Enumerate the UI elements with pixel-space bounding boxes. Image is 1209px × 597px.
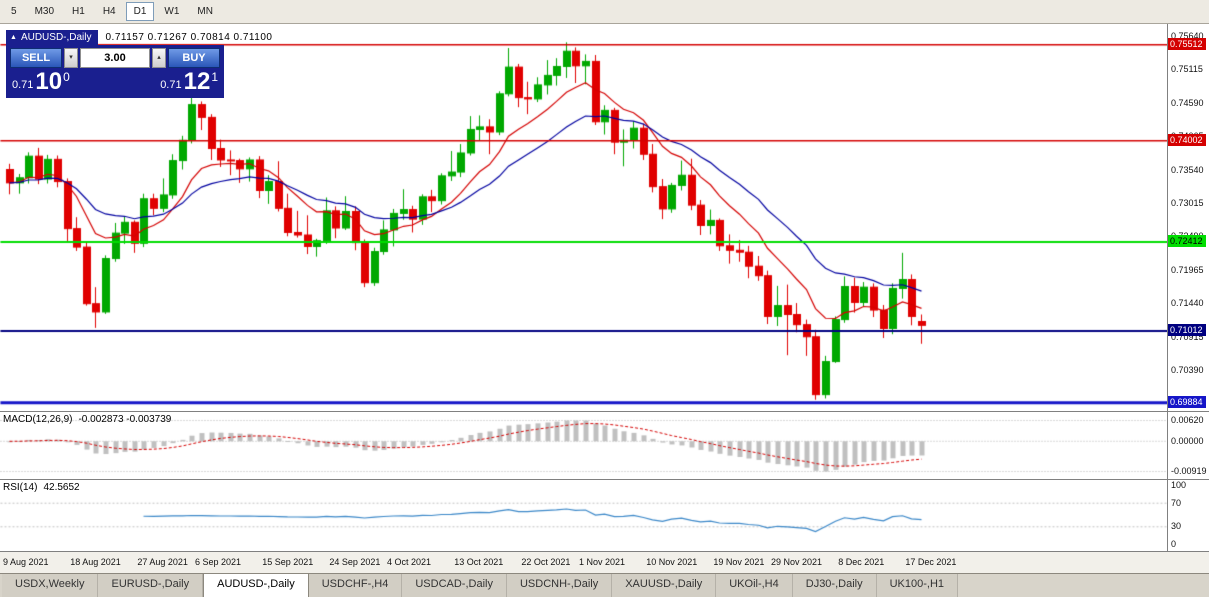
timeframe-button-5[interactable]: 5 bbox=[11, 6, 17, 17]
main-chart-pane: ▲ AUDUSD-,Daily 0.71157 0.71267 0.70814 … bbox=[0, 24, 1209, 411]
chart-tab-eurusd-daily[interactable]: EURUSD-,Daily bbox=[98, 574, 204, 597]
price-axis-label: 0.75640 bbox=[1171, 31, 1204, 42]
date-axis-label: 13 Oct 2021 bbox=[454, 557, 504, 567]
date-axis-label: 17 Dec 2021 bbox=[905, 557, 957, 567]
collapse-panel-icon[interactable]: ▲ bbox=[10, 33, 17, 41]
chart-tab-uk100-h1[interactable]: UK100-,H1 bbox=[876, 574, 959, 597]
rsi-axis-label: 30 bbox=[1171, 521, 1182, 532]
price-axis-label: 0.73015 bbox=[1171, 198, 1204, 209]
macd-axis[interactable]: 0.00620 0.00000 -0.00919 bbox=[1167, 412, 1209, 479]
one-click-trading-panel: SELL ▾ ▴ BUY 0.71 10 0 0.71 12 1 bbox=[6, 45, 224, 98]
chart-tab-dj30-daily[interactable]: DJ30-,Daily bbox=[792, 574, 877, 597]
ask-price: 0.71 12 1 bbox=[160, 70, 218, 94]
bid-price: 0.71 10 0 bbox=[12, 70, 70, 94]
macd-axis-label: -0.00919 bbox=[1171, 466, 1207, 476]
date-axis-label: 6 Sep 2021 bbox=[195, 557, 242, 567]
date-axis-label: 19 Nov 2021 bbox=[713, 557, 765, 567]
macd-canvas[interactable] bbox=[0, 412, 1167, 479]
chart-tab-usdx-weekly[interactable]: USDX,Weekly bbox=[2, 574, 99, 597]
macd-axis-label: 0.00000 bbox=[1171, 435, 1204, 446]
rsi-value: 42.5652 bbox=[43, 482, 80, 493]
hline-price-label: 0.75512 bbox=[1168, 38, 1206, 51]
rsi-pane: RSI(14) 42.5652 100 70 30 0 bbox=[0, 479, 1209, 551]
bid-price-prefix: 0.71 bbox=[12, 79, 34, 91]
hline-price-label: 0.72412 bbox=[1168, 235, 1206, 248]
rsi-name: RSI(14) bbox=[3, 482, 38, 493]
chart-tab-bar: USDX,Weekly EURUSD-,Daily AUDUSD-,Daily USD… bbox=[0, 573, 1209, 597]
macd-axis-label: 0.00620 bbox=[1171, 415, 1204, 425]
bid-price-big-digits: 10 bbox=[35, 68, 63, 95]
chart-tab-xauusd-daily[interactable]: XAUUSD-,Daily bbox=[612, 574, 717, 597]
price-axis-label: 0.71440 bbox=[1171, 298, 1204, 309]
macd-pane: MACD(12,26,9) -0.002873 -0.003739 0.00620… bbox=[0, 411, 1209, 479]
date-axis-label: 10 Nov 2021 bbox=[646, 557, 698, 567]
lot-increase-button[interactable]: ▴ bbox=[152, 48, 166, 68]
price-axis-label: 0.75115 bbox=[1171, 64, 1203, 75]
timeframe-toolbar: 5 M30 H1 H4 D1 W1 MN bbox=[0, 0, 1209, 24]
price-axis-label: 0.70915 bbox=[1171, 331, 1204, 342]
buy-button[interactable]: BUY bbox=[168, 48, 220, 68]
ask-price-prefix: 0.71 bbox=[160, 79, 182, 91]
date-axis-label: 15 Sep 2021 bbox=[262, 557, 314, 567]
one-click-panel-header[interactable]: ▲ AUDUSD-,Daily bbox=[6, 30, 98, 45]
macd-label: MACD(12,26,9) -0.002873 -0.003739 bbox=[3, 414, 171, 425]
lot-size-input[interactable] bbox=[80, 48, 150, 68]
hline-price-label: 0.74002 bbox=[1168, 134, 1206, 147]
price-axis-label: 0.70390 bbox=[1171, 364, 1204, 375]
ohlc-values: 0.71157 0.71267 0.70814 0.71100 bbox=[105, 32, 273, 43]
price-axis-label: 0.71965 bbox=[1171, 264, 1204, 275]
hline-price-label: 0.69884 bbox=[1168, 396, 1206, 409]
hline-price-label: 0.71012 bbox=[1168, 324, 1206, 337]
timeframe-button-M30[interactable]: M30 bbox=[34, 6, 55, 17]
date-axis-label: 27 Aug 2021 bbox=[137, 557, 188, 567]
rsi-canvas[interactable] bbox=[0, 480, 1167, 551]
price-axis[interactable]: 0.756400.751150.745900.740650.735400.730… bbox=[1167, 24, 1209, 411]
macd-values: -0.002873 -0.003739 bbox=[78, 414, 172, 425]
chart-tab-usdchf-h4[interactable]: USDCHF-,H4 bbox=[308, 574, 403, 597]
chart-tab-usdcnh-daily[interactable]: USDCNH-,Daily bbox=[506, 574, 613, 597]
ask-price-pip-digit: 1 bbox=[211, 70, 218, 84]
rsi-axis-label: 100 bbox=[1171, 480, 1187, 490]
date-axis-label: 9 Aug 2021 bbox=[3, 557, 49, 567]
chart-tab-ukoil-h4[interactable]: UKOil-,H4 bbox=[716, 574, 793, 597]
date-axis-label: 18 Aug 2021 bbox=[70, 557, 121, 567]
timeframe-button-MN[interactable]: MN bbox=[197, 6, 213, 17]
price-axis-label: 0.74590 bbox=[1171, 97, 1204, 108]
timeframe-button-D1[interactable]: D1 bbox=[125, 2, 155, 21]
sell-button[interactable]: SELL bbox=[10, 48, 62, 68]
rsi-axis-label: 0 bbox=[1171, 539, 1177, 549]
timeframe-button-H1[interactable]: H1 bbox=[72, 6, 85, 17]
chart-tab-usdcad-daily[interactable]: USDCAD-,Daily bbox=[402, 574, 507, 597]
bid-price-pip-digit: 0 bbox=[63, 70, 70, 84]
date-axis-label: 22 Oct 2021 bbox=[521, 557, 571, 567]
rsi-axis-label: 70 bbox=[1171, 497, 1182, 508]
price-axis-label: 0.73540 bbox=[1171, 164, 1204, 175]
chart-tab-audusd-daily[interactable]: AUDUSD-,Daily bbox=[203, 574, 309, 597]
date-axis-label: 8 Dec 2021 bbox=[838, 557, 885, 567]
chart-header: ▲ AUDUSD-,Daily 0.71157 0.71267 0.70814 … bbox=[6, 30, 272, 45]
lot-decrease-button[interactable]: ▾ bbox=[64, 48, 78, 68]
macd-name: MACD(12,26,9) bbox=[3, 414, 73, 425]
date-axis-label: 1 Nov 2021 bbox=[579, 557, 626, 567]
timeframe-button-W1[interactable]: W1 bbox=[164, 6, 180, 17]
rsi-label: RSI(14) 42.5652 bbox=[3, 482, 80, 493]
timeframe-button-H4[interactable]: H4 bbox=[102, 6, 116, 17]
ask-price-big-digits: 12 bbox=[183, 68, 211, 95]
rsi-axis[interactable]: 100 70 30 0 bbox=[1167, 480, 1209, 551]
date-axis-label: 24 Sep 2021 bbox=[329, 557, 381, 567]
date-axis-label: 4 Oct 2021 bbox=[387, 557, 432, 567]
date-axis-label: 29 Nov 2021 bbox=[771, 557, 823, 567]
date-axis[interactable]: 9 Aug 2021 18 Aug 2021 27 Aug 2021 6 Sep 20… bbox=[0, 551, 1209, 573]
symbol-period-label: AUDUSD-,Daily bbox=[20, 31, 92, 43]
